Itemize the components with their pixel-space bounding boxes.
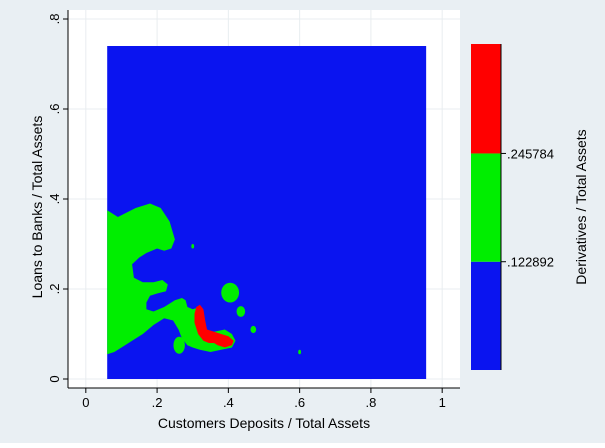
colorbar: .122892 .245784: [471, 44, 554, 370]
colorbar-tick-label: .245784: [507, 146, 554, 161]
x-tick-label: .2: [152, 395, 163, 410]
x-tick-label: .6: [294, 395, 305, 410]
mid-region: [236, 306, 246, 317]
colorbar-bin: [471, 153, 501, 262]
contour-regions: [107, 46, 427, 379]
x-tick-label: .8: [365, 395, 376, 410]
axes: 0 .2 .4 .6 .8 1 0 .2 .4 .6 .8: [47, 10, 460, 410]
mid-region: [250, 325, 257, 334]
colorbar-label: Derivatives / Total Assets: [573, 129, 589, 284]
colorbar-bin: [471, 261, 501, 370]
mid-region: [221, 282, 240, 303]
y-tick-label: .6: [47, 104, 62, 115]
colorbar-tick-label: .122892: [507, 255, 554, 270]
y-tick-label: .8: [47, 14, 62, 25]
x-tick-label: .4: [223, 395, 234, 410]
mid-region: [173, 336, 185, 354]
colorbar-bin: [471, 44, 501, 154]
y-tick-label: 0: [47, 375, 62, 382]
y-tick-label: .2: [47, 284, 62, 295]
y-tick-label: .4: [47, 194, 62, 205]
mid-region: [191, 244, 195, 249]
y-axis-label: Loans to Banks / Total Assets: [29, 116, 45, 299]
high-region: [194, 304, 234, 348]
x-tick-label: 0: [82, 395, 89, 410]
mid-region: [298, 349, 302, 355]
x-axis-label: Customers Deposits / Total Assets: [158, 415, 370, 431]
x-tick-label: 1: [439, 395, 446, 410]
